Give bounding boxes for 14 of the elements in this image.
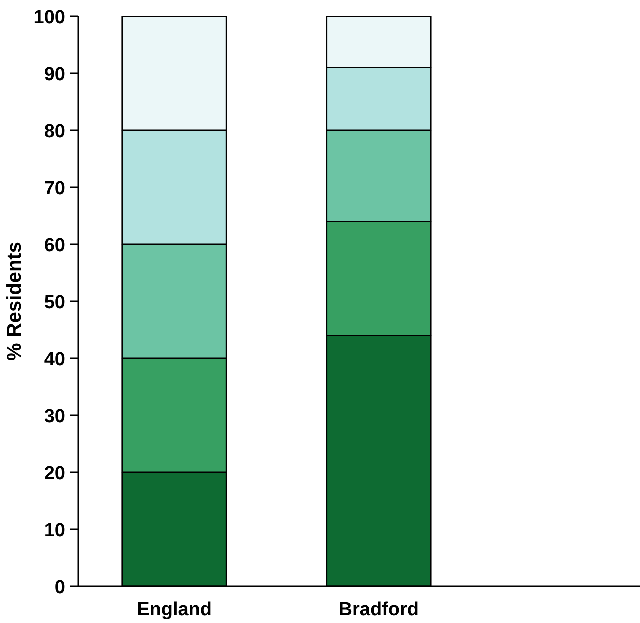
y-tick-label: 90 [44, 64, 66, 86]
y-tick-label: 30 [44, 406, 66, 428]
x-tick-label: England [137, 600, 212, 620]
y-tick-label: 70 [44, 178, 66, 200]
y-tick-label: 40 [44, 350, 66, 370]
y-tick-label: 60 [44, 236, 66, 256]
y-tick-label: 20 [44, 464, 66, 484]
y-tick-label: 0 [54, 578, 66, 598]
x-tick-label: Bradford [338, 600, 420, 620]
y-tick-label: 50 [44, 292, 66, 314]
y-tick-label: 10 [44, 520, 66, 542]
y-tick-label: 100 [34, 8, 66, 28]
y-axis-title: % Residents [4, 242, 26, 361]
y-tick-label: 80 [44, 122, 66, 142]
